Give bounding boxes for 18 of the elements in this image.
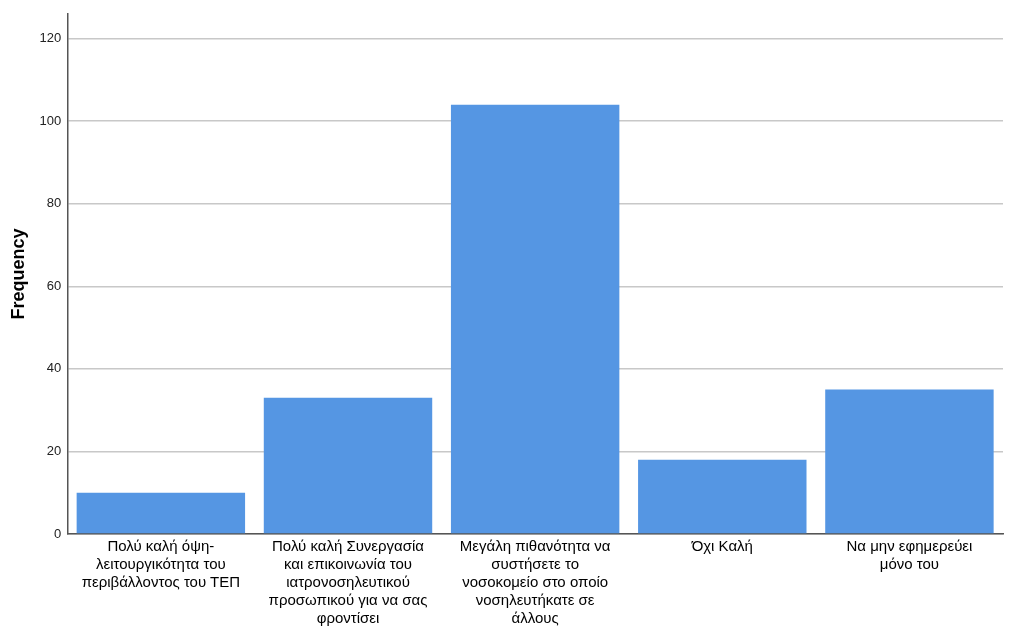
y-tick-label: 0 [54,525,62,541]
x-tick-label: Μεγάλη πιθανότητα να συστήσετε το νοσοκομείο στο οποίο νοσηλευτήκατε σε άλλους [459,537,611,627]
x-tick-label: Πολύ καλή όψη-λειτουργικότητα του περιβάλλοντος του ΤΕΠ [81,537,241,591]
bar [638,459,807,534]
bar [825,389,994,534]
y-tick-label: 100 [39,112,62,128]
bar [450,104,620,534]
y-axis-title: Frequency [7,228,28,320]
x-tick-label: Όχι Καλή [690,537,753,555]
bar [76,492,246,534]
x-tick-label: Να μην εφημερεύει μόνο του [846,537,973,573]
y-tick-label: 60 [46,277,62,293]
x-tick-label: Πολύ καλή Συνεργασία και επικοινωνία του ιατρονοσηλευτικού προσωπικού για να σας φροντίσει [268,537,428,627]
y-tick-label: 120 [39,30,62,46]
y-tick-label: 40 [46,360,62,376]
y-tick-label: 80 [46,195,62,211]
bar [263,397,433,534]
y-tick-label: 20 [46,443,62,459]
